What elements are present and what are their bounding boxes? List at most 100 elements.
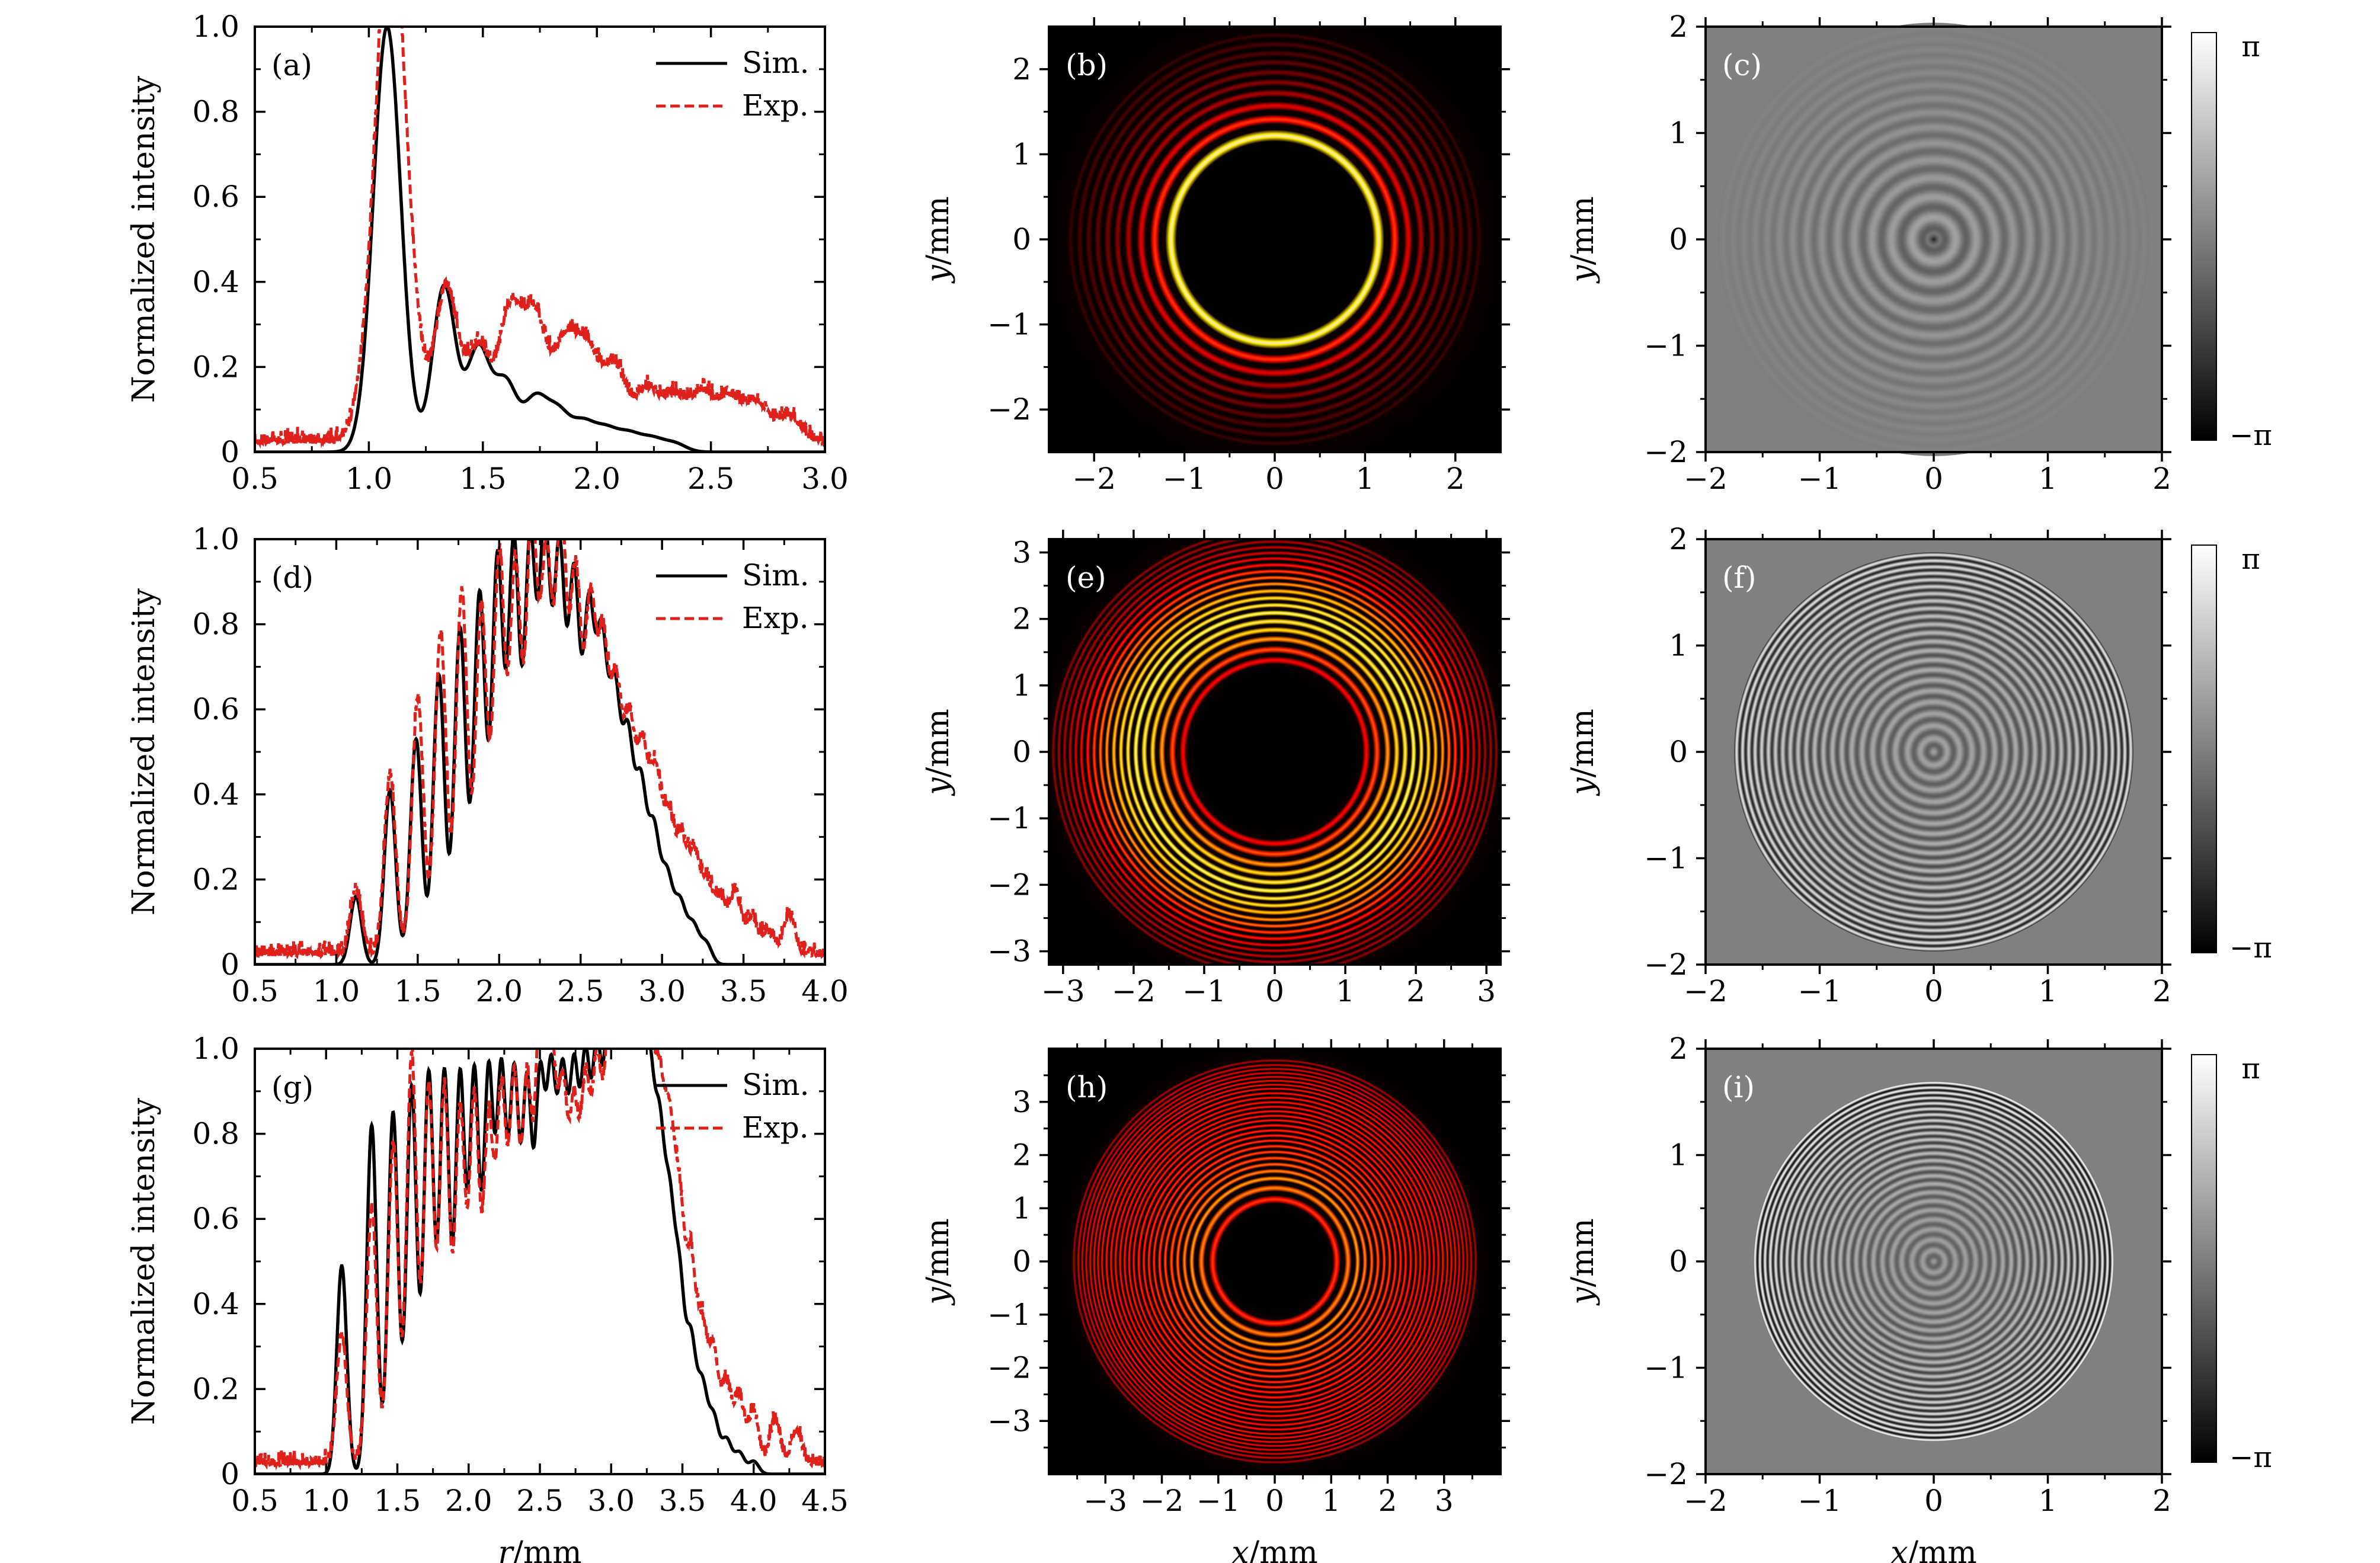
legend: Sim. Exp. [656,558,810,635]
x-tick-label: 4.0 [730,1484,778,1518]
x-tick-label: 2.0 [476,974,523,1008]
y-axis-label: y/mm [1565,196,1601,284]
y-tick-label: 0 [1669,1244,1688,1279]
x-tick-label: 4.0 [801,974,849,1008]
legend-entry: Exp. [742,88,809,123]
plot-frame [254,1048,826,1475]
x-tick-label: −2 [1684,1484,1728,1518]
y-tick-label: −2 [1644,1457,1688,1491]
y-tick-label: 1 [1012,1191,1031,1225]
y-tick-label: 0 [220,1457,239,1491]
x-tick-label: 0 [1924,1484,1943,1518]
x-tick-label: 1.5 [459,462,507,496]
panel-label: (c) [1722,48,1762,82]
colorbar-bottom-label: −π [2229,1441,2272,1474]
series-line-sim [255,1049,825,1474]
x-tick-label: 0 [1265,462,1284,496]
plot-frame [254,25,826,453]
colorbar-gradient [2191,545,2217,953]
x-tick-label: 0 [1924,462,1943,496]
colorbar-bottom-label: −π [2229,419,2272,452]
x-tick-label: −1 [1197,1484,1240,1518]
y-axis-label: y/mm [1565,1218,1601,1306]
x-tick-label: −1 [1798,462,1842,496]
panel-label: (b) [1066,48,1108,82]
y-tick-label: 0 [1012,1244,1031,1279]
x-tick-label: 3.0 [638,974,686,1008]
series-line-exp [255,27,825,449]
x-tick-label: 2.5 [516,1484,564,1518]
y-tick-label: 0 [1669,735,1688,769]
panel-d: 0.5 1.0 1.5 2.0 2.5 3.0 3.5 4.0 0 0.2 0.4 0.6 0.8 1.0… [126,522,849,1008]
x-tick-label: 2 [1406,974,1425,1008]
y-tick-label: 0 [220,435,239,469]
colorbar-top-label: π [2241,543,2260,576]
colorbar-top-label: π [2241,30,2260,63]
x-tick-label: 1 [1355,462,1374,496]
x-tick-label: 0.5 [231,1484,279,1518]
x-tick-label: 3.5 [720,974,767,1008]
y-tick-label: 0.6 [192,1202,239,1236]
x-tick-label: −2 [1140,1484,1184,1518]
x-tick-label: 1.5 [394,974,442,1008]
x-tick-label: −1 [1798,974,1842,1008]
x-tick-label: −1 [1163,462,1207,496]
colorbar-bottom-label: −π [2229,931,2272,965]
y-tick-label: 3 [1012,1085,1031,1119]
x-tick-label: 2.5 [687,462,735,496]
y-tick-label: 2 [1669,522,1688,556]
y-tick-label: 0 [1669,222,1688,257]
phase-rings [1717,23,2151,456]
y-tick-label: 0.8 [192,607,239,642]
colorbar-gradient [2191,1054,2217,1463]
x-tick-label: −2 [1684,974,1728,1008]
x-tick-label: −1 [1798,1484,1842,1518]
x-tick-label: 2.0 [573,462,620,496]
panel-label: (g) [271,1070,314,1104]
y-tick-label: −2 [1644,947,1688,982]
intensity-image [1049,27,1501,452]
x-axis-label: r/mm [498,1535,582,1563]
legend-entry: Exp. [742,1110,809,1145]
panel-f: −2 −1 0 1 2 −2 −1 0 1 2 (f) y/mm π −π [1565,522,2272,1008]
y-tick-label: 2 [1669,9,1688,44]
y-tick-label: 0.4 [192,777,239,812]
phase-rings [1753,1081,2115,1442]
legend: Sim. Exp. [656,1068,810,1145]
x-tick-label: 2 [2152,1484,2171,1518]
x-tick-label: −3 [1083,1484,1127,1518]
colorbar-top-label: π [2241,1052,2260,1085]
x-tick-label: 3 [1435,1484,1454,1518]
x-tick-label: 0.5 [231,974,279,1008]
y-tick-label: −2 [987,867,1031,902]
x-tick-label: 2 [2152,462,2171,496]
y-axis-label: Normalized intensity [126,588,162,915]
y-tick-label: 0.2 [192,350,239,384]
x-tick-label: 2 [1378,1484,1397,1518]
legend-entry: Exp. [742,601,809,635]
y-tick-label: −2 [987,392,1031,427]
y-axis-label: y/mm [920,1218,956,1306]
x-tick-label: 0 [1265,974,1284,1008]
y-tick-label: 1 [1012,137,1031,171]
panel-b: −2 −1 0 1 2 −2 −1 0 1 2 (b) y/mm [920,17,1510,496]
y-tick-label: 0.8 [192,95,239,129]
x-tick-label: −2 [1072,462,1116,496]
y-tick-label: 0.4 [192,265,239,299]
series-line-exp [255,1049,825,1471]
y-tick-label: 0 [1012,735,1031,769]
y-tick-label: −1 [1644,329,1688,363]
x-tick-label: 2.5 [557,974,604,1008]
x-tick-label: 2 [2152,974,2171,1008]
y-tick-label: −2 [987,1351,1031,1385]
series-line-exp [255,539,825,961]
x-tick-label: 1.0 [302,1484,350,1518]
panel-h: −3 −2 −1 0 1 2 3 −3 −2 −1 0 1 2 3 (h) y/mm x/mm [920,1039,1510,1563]
x-tick-label: 3.0 [801,462,849,496]
y-tick-label: −1 [987,1298,1031,1332]
x-tick-label: 1.0 [346,462,393,496]
y-tick-label: 3 [1012,535,1031,569]
panel-c: −2 −1 0 1 2 −2 −1 0 1 2 (c) y/mm π −π [1565,9,2272,496]
x-tick-label: 0 [1924,974,1943,1008]
y-tick-label: 1 [1669,116,1688,150]
